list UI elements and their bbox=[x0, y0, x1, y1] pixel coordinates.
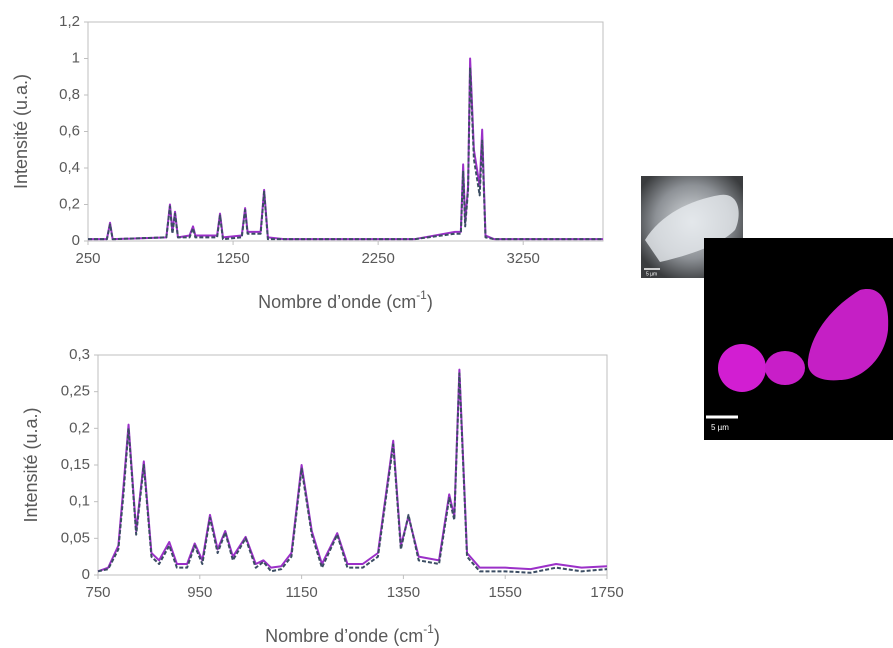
y-tick-label: 0,25 bbox=[61, 383, 90, 400]
x-tick-label: 1150 bbox=[285, 584, 317, 601]
y-tick-label: 1,2 bbox=[59, 13, 80, 30]
y-tick-label: 0,3 bbox=[69, 346, 90, 363]
x-axis-label-superscript: -1 bbox=[416, 288, 427, 302]
x-tick-label: 1250 bbox=[216, 250, 249, 267]
x-axis-label: Nombre d’onde (cm-1) bbox=[258, 288, 433, 312]
x-tick-label: 3250 bbox=[507, 250, 540, 267]
x-tick-label: 2250 bbox=[361, 250, 394, 267]
y-tick-label: 0 bbox=[72, 232, 80, 249]
fluorescence-image: 5 µm bbox=[704, 238, 893, 440]
x-axis-label: Nombre d’onde (cm-1) bbox=[265, 622, 440, 646]
y-axis-label: Intensité (u.a.) bbox=[11, 74, 31, 189]
y-tick-label: 0,8 bbox=[59, 86, 80, 103]
spectrum-line bbox=[97, 368, 608, 573]
y-tick-label: 0,2 bbox=[59, 195, 80, 212]
y-tick-label: 0,6 bbox=[59, 122, 80, 139]
x-axis-label-superscript: -1 bbox=[423, 622, 434, 636]
plot-frame bbox=[87, 21, 604, 242]
y-tick-label: 0,2 bbox=[69, 419, 90, 436]
x-tick-label: 1750 bbox=[590, 584, 623, 601]
scale-label: 5 µm bbox=[711, 423, 729, 432]
x-tick-label: 250 bbox=[75, 250, 100, 267]
y-tick-label: 0 bbox=[82, 566, 90, 583]
y-axis-label: Intensité (u.a.) bbox=[21, 407, 41, 522]
y-tick-label: 0,1 bbox=[69, 493, 90, 510]
y-tick-label: 0,4 bbox=[59, 159, 80, 176]
y-tick-label: 0,15 bbox=[61, 456, 90, 473]
bright-field-image: 5 µm bbox=[641, 176, 743, 278]
plot-frame bbox=[97, 354, 608, 576]
x-axis-label-suffix: ) bbox=[427, 292, 433, 312]
x-axis-label-text: Nombre d’onde (cm bbox=[258, 292, 416, 312]
x-tick-label: 750 bbox=[85, 584, 110, 601]
x-axis-label-suffix: ) bbox=[434, 626, 440, 646]
x-tick-label: 1550 bbox=[489, 584, 522, 601]
x-tick-label: 950 bbox=[187, 584, 212, 601]
spectrum-line bbox=[88, 57, 603, 241]
x-axis-label-text: Nombre d’onde (cm bbox=[265, 626, 423, 646]
y-tick-label: 0,05 bbox=[61, 529, 90, 546]
x-tick-label: 1350 bbox=[387, 584, 420, 601]
scale-label: 5 µm bbox=[646, 271, 657, 277]
spectrum-line bbox=[88, 66, 603, 241]
spectrum-line bbox=[97, 372, 608, 574]
y-tick-label: 1 bbox=[72, 49, 80, 66]
